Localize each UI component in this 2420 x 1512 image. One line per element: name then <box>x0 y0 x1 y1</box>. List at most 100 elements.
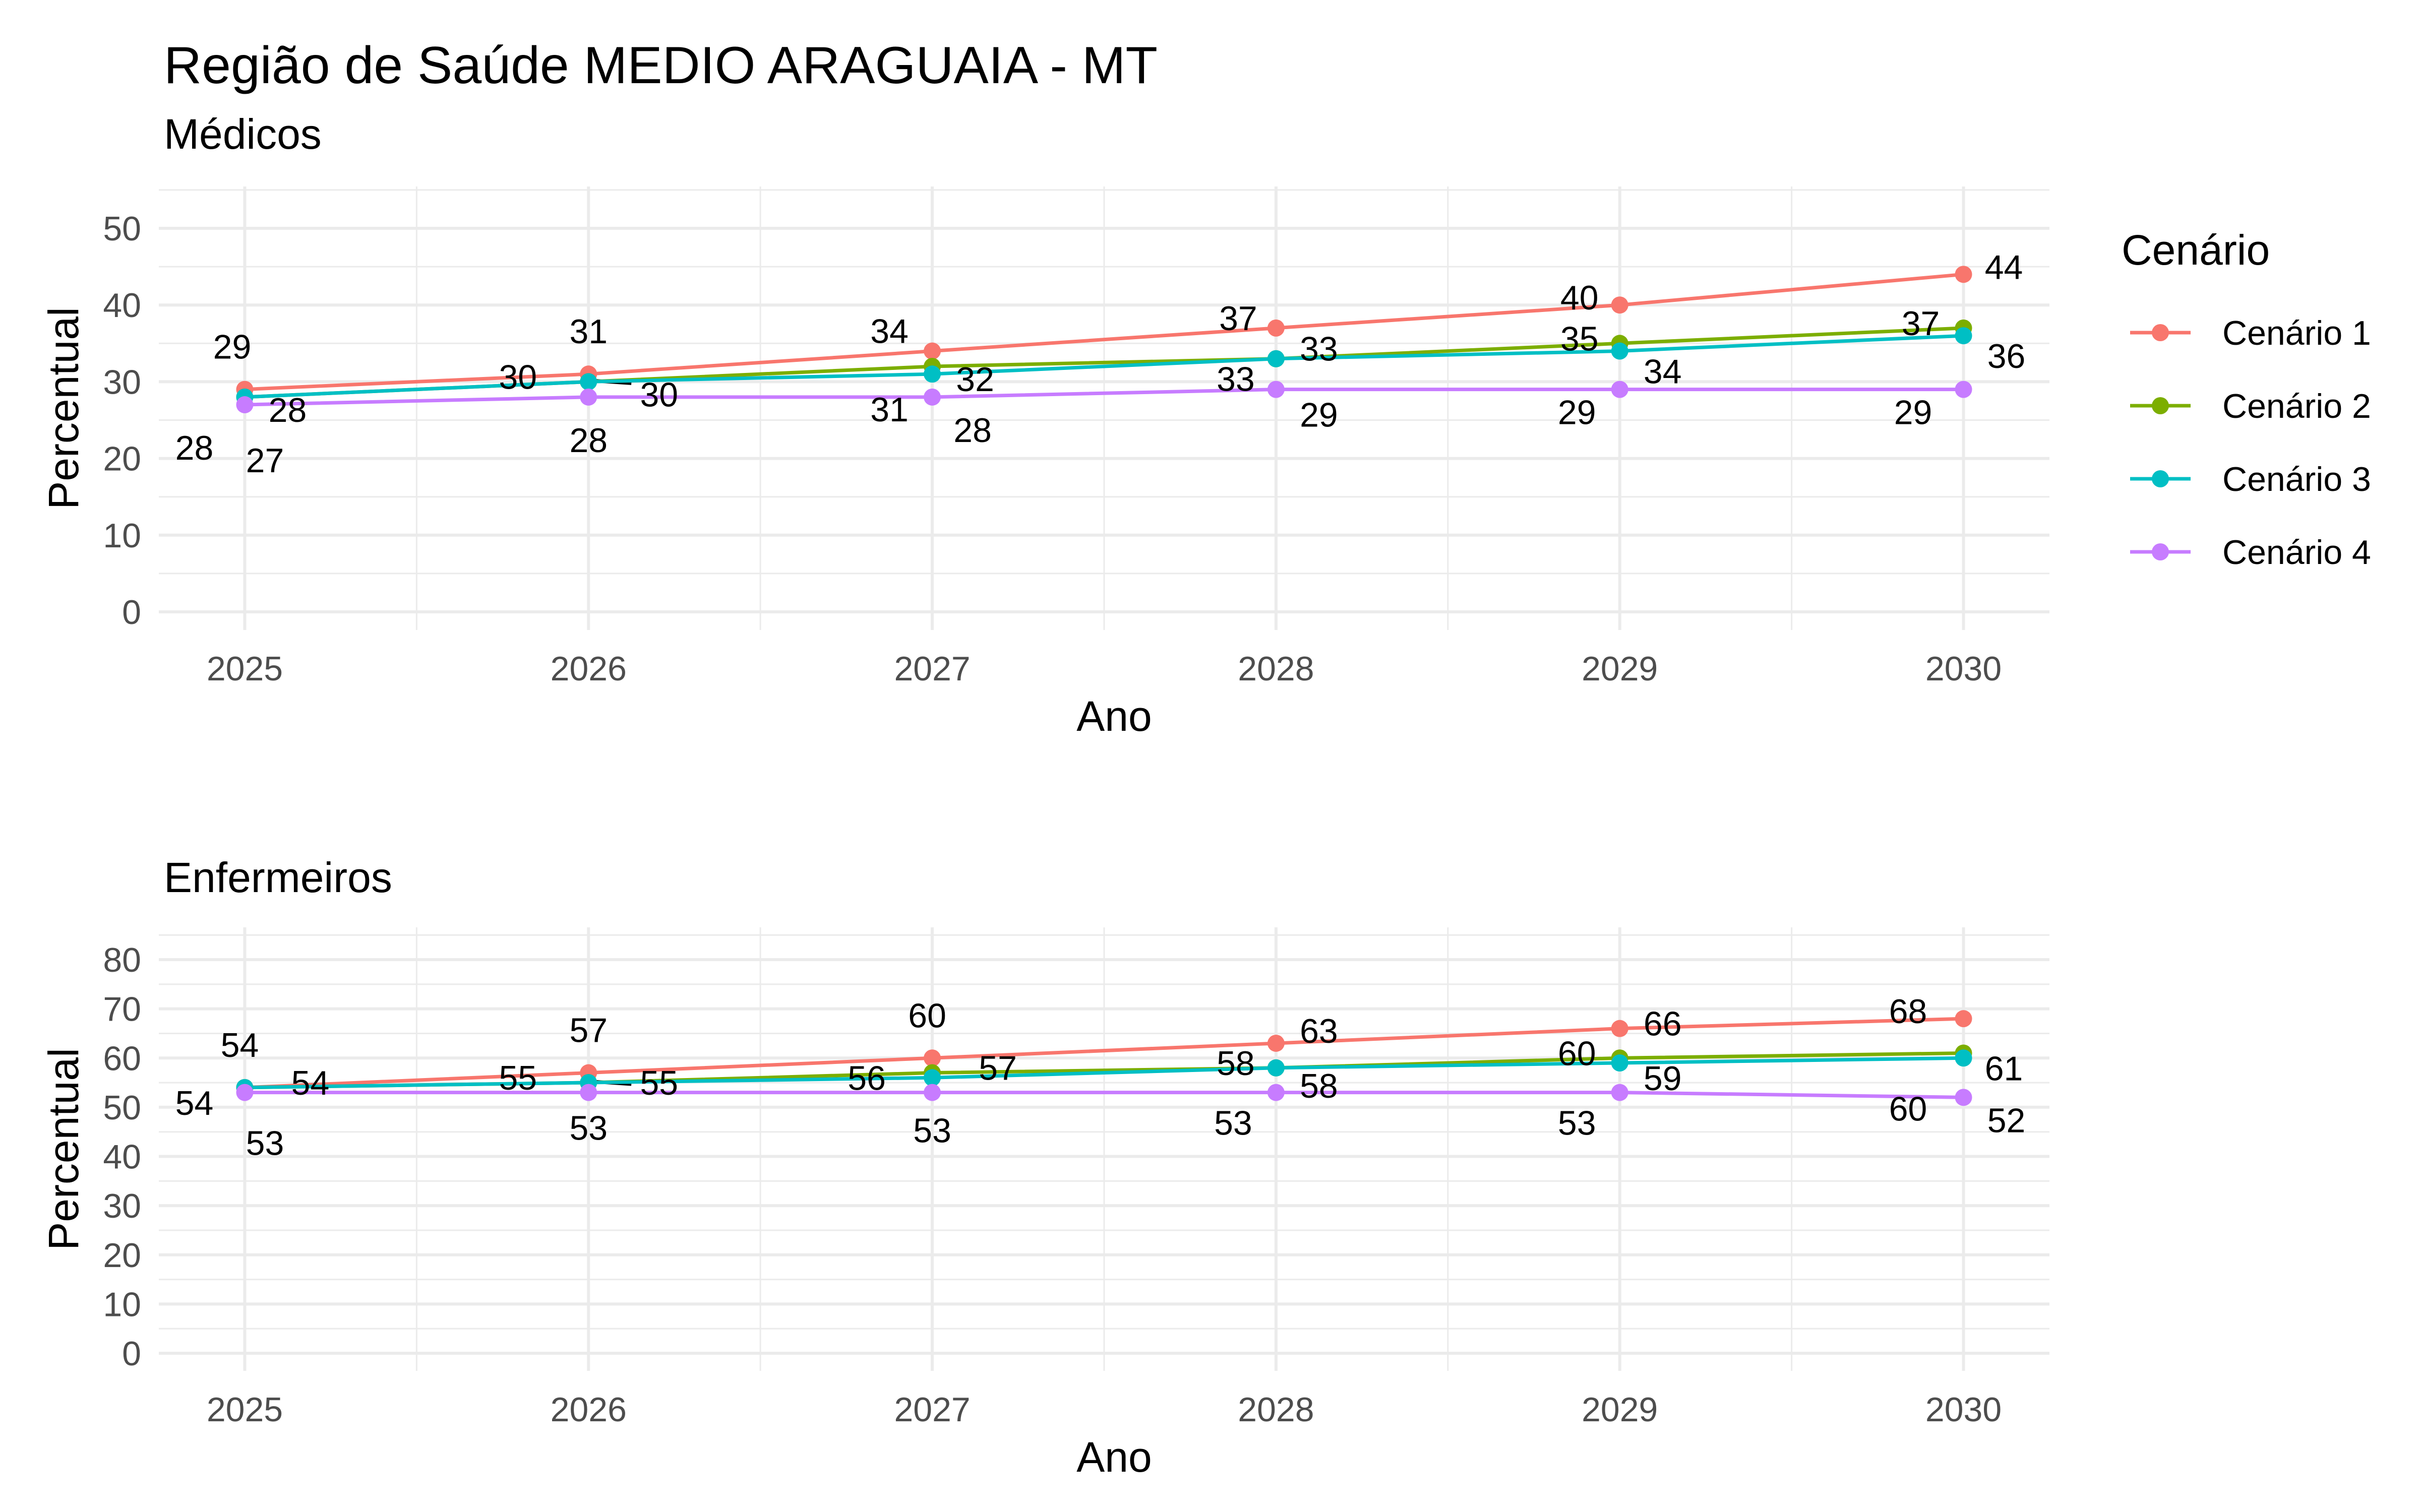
data-label: 34 <box>870 312 909 351</box>
data-label: 54 <box>175 1084 214 1122</box>
data-point <box>580 388 597 406</box>
x-tick-label: 2030 <box>1925 650 2002 688</box>
data-label: 58 <box>1217 1044 1255 1083</box>
series-line-3 <box>245 1056 1964 1090</box>
data-label: 44 <box>1985 248 2023 286</box>
data-point <box>1955 1010 1972 1028</box>
data-label: 29 <box>1300 396 1338 434</box>
series-line-3 <box>245 334 1964 399</box>
data-point <box>1955 1049 1972 1067</box>
data-point <box>1955 327 1972 345</box>
y-tick-label: 10 <box>103 517 141 555</box>
y-tick-label: 60 <box>103 1039 141 1078</box>
y-tick-label: 30 <box>103 1187 141 1225</box>
y-axis-title: Percentual <box>40 1048 87 1250</box>
data-label: 68 <box>1889 992 1927 1031</box>
y-tick-label: 50 <box>103 1089 141 1127</box>
data-label: 55 <box>499 1059 537 1097</box>
x-axis-title: Ano <box>1076 1433 1152 1481</box>
data-point <box>1611 1054 1628 1072</box>
data-label: 30 <box>640 375 678 414</box>
y-tick-label: 10 <box>103 1285 141 1324</box>
data-label: 60 <box>1558 1034 1596 1073</box>
panel-title: Médicos <box>164 110 322 158</box>
data-label: 52 <box>1987 1101 2026 1140</box>
x-tick-label: 2029 <box>1582 1391 1658 1429</box>
data-label: 57 <box>979 1049 1017 1088</box>
data-label: 30 <box>499 358 537 396</box>
x-tick-label: 2028 <box>1238 1391 1314 1429</box>
data-label: 60 <box>1889 1090 1927 1128</box>
data-label: 37 <box>1902 304 1940 343</box>
data-label: 57 <box>569 1012 608 1050</box>
x-tick-label: 2028 <box>1238 650 1314 688</box>
data-label: 33 <box>1300 330 1338 368</box>
data-point <box>1611 296 1628 314</box>
data-label: 40 <box>1560 279 1599 317</box>
x-tick-label: 2027 <box>894 650 970 688</box>
data-point <box>1267 1034 1285 1052</box>
legend-marker <box>2152 470 2169 487</box>
data-point <box>1267 319 1285 337</box>
data-label: 53 <box>246 1124 284 1163</box>
y-tick-label: 20 <box>103 1236 141 1275</box>
data-label: 28 <box>269 391 307 429</box>
data-label: 37 <box>1219 299 1257 338</box>
series-line-4 <box>245 1091 1964 1099</box>
series-line-1 <box>245 1017 1964 1090</box>
data-label: 29 <box>1558 394 1596 432</box>
y-tick-label: 80 <box>103 941 141 979</box>
data-point <box>924 1069 941 1087</box>
data-point <box>1267 381 1285 398</box>
data-point <box>1955 381 1972 398</box>
y-tick-label: 0 <box>122 593 141 632</box>
legend-marker <box>2152 324 2169 341</box>
y-tick-label: 40 <box>103 286 141 325</box>
data-label: 31 <box>870 391 909 429</box>
data-label: 27 <box>246 442 284 480</box>
series-line-4 <box>245 388 1964 407</box>
data-label: 66 <box>1644 1005 1682 1043</box>
legend-label: Cenário 1 <box>2222 314 2371 352</box>
data-point <box>924 1049 941 1067</box>
data-point <box>1267 350 1285 367</box>
data-point <box>1611 342 1628 360</box>
data-label: 28 <box>953 411 992 450</box>
x-tick-label: 2025 <box>207 650 283 688</box>
legend-label: Cenário 3 <box>2222 460 2371 498</box>
panel-title: Enfermeiros <box>164 854 392 901</box>
data-point <box>924 342 941 360</box>
data-label: 31 <box>569 312 608 351</box>
x-axis-title: Ano <box>1076 692 1152 740</box>
data-label: 53 <box>1214 1104 1252 1143</box>
y-tick-label: 20 <box>103 440 141 478</box>
data-point <box>1955 266 1972 283</box>
data-point <box>924 388 941 406</box>
chart-title: Região de Saúde MEDIO ARAGUAIA - MT <box>164 36 1158 95</box>
series-line-1 <box>245 272 1964 392</box>
data-point <box>1267 1084 1285 1101</box>
data-point <box>580 373 597 391</box>
x-tick-label: 2026 <box>551 1391 627 1429</box>
data-label: 32 <box>956 360 994 399</box>
y-tick-label: 70 <box>103 990 141 1029</box>
data-label: 35 <box>1560 320 1599 358</box>
x-tick-label: 2029 <box>1582 650 1658 688</box>
legend-title: Cenário <box>2122 226 2270 274</box>
data-label: 54 <box>291 1064 330 1102</box>
data-label: 29 <box>1894 394 1932 432</box>
data-label: 56 <box>848 1059 886 1097</box>
data-point <box>1611 381 1628 398</box>
data-label: 28 <box>175 429 214 467</box>
data-point <box>1267 1059 1285 1077</box>
data-label: 34 <box>1644 353 1682 391</box>
data-label: 36 <box>1987 337 2026 375</box>
data-point <box>1611 1020 1628 1037</box>
legend: Cenário Cenário 1 Cenário 2 Cenário 3 Cenár… <box>2122 226 2371 572</box>
data-label: 61 <box>1985 1049 2023 1088</box>
data-label: 63 <box>1300 1012 1338 1050</box>
data-label: 54 <box>221 1026 259 1064</box>
